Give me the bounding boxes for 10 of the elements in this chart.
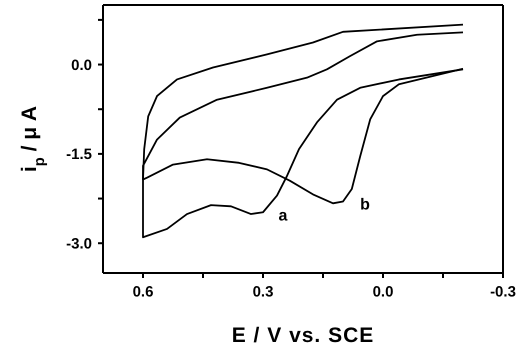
series-label: a: [278, 207, 288, 224]
x-tick-label: 0.0: [372, 284, 394, 301]
y-tick-label: -1.5: [66, 146, 92, 164]
x-tick-label: 0.3: [252, 284, 274, 301]
series-label: b: [360, 196, 370, 214]
y-tick-label: -3.0: [66, 236, 92, 253]
y-tick-label: 0.0: [71, 56, 92, 74]
x-tick-label: -0.3: [490, 284, 516, 301]
x-tick-label: 0.6: [132, 284, 154, 301]
x-axis-title: E / V vs. SCE: [232, 324, 374, 347]
